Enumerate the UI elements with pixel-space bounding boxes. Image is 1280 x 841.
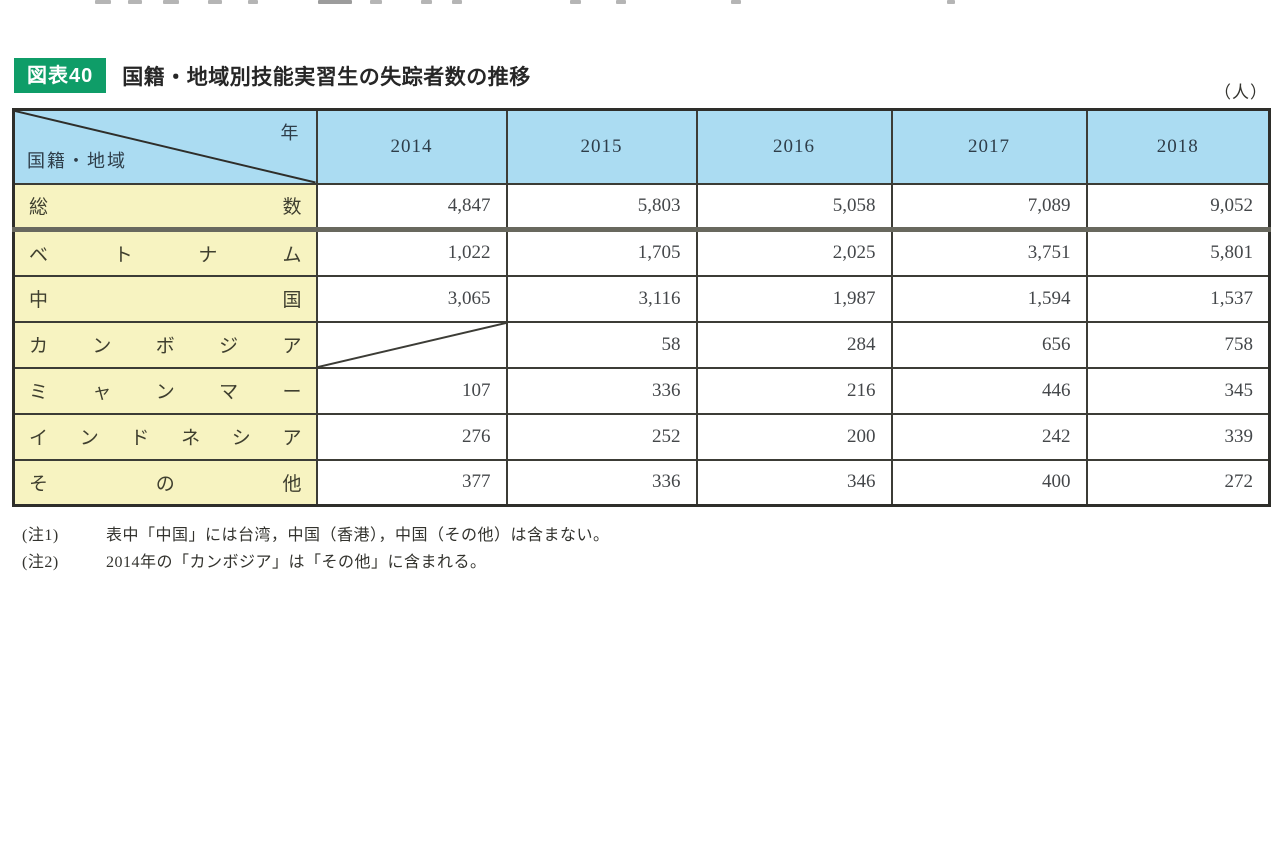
cell-value: 1,705	[505, 228, 698, 277]
cell-value: 7,089	[890, 182, 1088, 232]
cell-value: 339	[1085, 412, 1271, 461]
table-row-cambodia: カンボジア 58 284 656 758	[12, 320, 1271, 369]
cell-value: 3,116	[505, 274, 698, 323]
footnote-1: (注1) 表中「中国」には台湾，中国（香港），中国（その他）は含まない。	[22, 522, 610, 549]
figure-number-badge: 図表40	[14, 58, 107, 93]
cell-value: 446	[890, 366, 1088, 415]
cell-value: 107	[315, 366, 508, 415]
year-header-2016: 2016	[695, 108, 893, 185]
cell-value: 400	[890, 458, 1088, 507]
row-label: ミャンマー	[12, 366, 318, 415]
corner-label-region: 国籍・地域	[27, 150, 127, 171]
cell-value: 200	[695, 412, 893, 461]
cell-value: 345	[1085, 366, 1271, 415]
row-label: ベトナム	[12, 228, 318, 277]
table-row-total: 総数 4,847 5,803 5,058 7,089 9,052	[12, 182, 1271, 232]
cell-value: 9,052	[1085, 182, 1271, 232]
row-label: 総数	[12, 182, 318, 232]
cell-value: 758	[1085, 320, 1271, 369]
footnote-2-label: (注2)	[22, 554, 59, 572]
page-top-text-remnant	[0, 0, 1280, 7]
row-label: カンボジア	[12, 320, 318, 369]
row-label: その他	[12, 458, 318, 507]
cell-value: 1,537	[1085, 274, 1271, 323]
table-row-indonesia: インドネシア 276 252 200 242 339	[12, 412, 1271, 461]
cell-value: 3,065	[315, 274, 508, 323]
table-row-vietnam: ベトナム 1,022 1,705 2,025 3,751 5,801	[12, 228, 1271, 277]
cell-value: 242	[890, 412, 1088, 461]
cell-value: 276	[315, 412, 508, 461]
footnotes: (注1) 表中「中国」には台湾，中国（香港），中国（その他）は含まない。 (注2)…	[22, 522, 610, 576]
cell-value: 656	[890, 320, 1088, 369]
cell-value: 5,803	[505, 182, 698, 232]
cell-value: 3,751	[890, 228, 1088, 277]
figure-title: 国籍・地域別技能実習生の失踪者数の推移	[122, 65, 531, 89]
cell-value: 252	[505, 412, 698, 461]
cell-value: 346	[695, 458, 893, 507]
cell-value: 216	[695, 366, 893, 415]
missing-trainees-table: 年 国籍・地域 2014 2015 2016 2017 2018 総数 4,84…	[12, 108, 1271, 507]
table-corner-cell: 年 国籍・地域	[12, 108, 318, 185]
year-header-2017: 2017	[890, 108, 1088, 185]
cell-value: 58	[505, 320, 698, 369]
cell-value: 5,058	[695, 182, 893, 232]
no-data-diagonal-line	[318, 323, 506, 367]
corner-label-year: 年	[280, 123, 300, 143]
no-data-cell	[315, 320, 508, 369]
table-row-myanmar: ミャンマー 107 336 216 446 345	[12, 366, 1271, 415]
row-label: 中国	[12, 274, 318, 323]
year-header-2014: 2014	[315, 108, 508, 185]
cell-value: 2,025	[695, 228, 893, 277]
cell-value: 272	[1085, 458, 1271, 507]
figure-header: 図表40 国籍・地域別技能実習生の失踪者数の推移	[14, 58, 531, 93]
cell-value: 377	[315, 458, 508, 507]
unit-label: （人）	[1214, 83, 1268, 102]
year-header-2018: 2018	[1085, 108, 1271, 185]
cell-value: 1,987	[695, 274, 893, 323]
cell-value: 4,847	[315, 182, 508, 232]
table-header-row: 年 国籍・地域 2014 2015 2016 2017 2018	[12, 108, 1271, 185]
cell-value: 5,801	[1085, 228, 1271, 277]
cell-value: 284	[695, 320, 893, 369]
cell-value: 336	[505, 366, 698, 415]
row-label: インドネシア	[12, 412, 318, 461]
footnote-2-text: 2014年の「カンボジア」は「その他」に含まれる。	[106, 554, 487, 572]
footnote-2: (注2) 2014年の「カンボジア」は「その他」に含まれる。	[22, 549, 610, 576]
footnote-1-text: 表中「中国」には台湾，中国（香港），中国（その他）は含まない。	[106, 527, 610, 544]
corner-diagonal-line	[15, 111, 316, 183]
table-row-other: その他 377 336 346 400 272	[12, 458, 1271, 507]
year-header-2015: 2015	[505, 108, 698, 185]
cell-value: 1,022	[315, 228, 508, 277]
table-row-china: 中国 3,065 3,116 1,987 1,594 1,537	[12, 274, 1271, 323]
cell-value: 336	[505, 458, 698, 507]
cell-value: 1,594	[890, 274, 1088, 323]
footnote-1-label: (注1)	[22, 527, 59, 544]
